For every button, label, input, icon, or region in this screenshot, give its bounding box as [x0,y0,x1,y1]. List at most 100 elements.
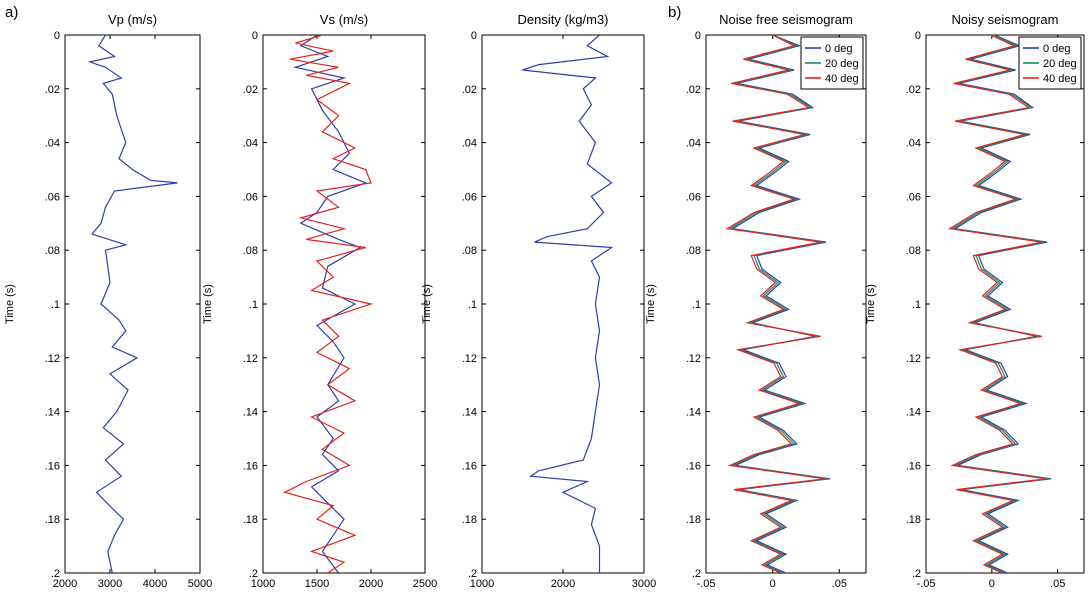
y-axis-label: Time (s) [4,284,16,324]
y-tick-label: 0 [252,30,258,42]
series-line-40-deg [947,35,1046,573]
y-tick-label: .08 [462,245,477,257]
y-tick-label: .06 [243,191,258,203]
chart-2: Vs (m/s) Time (s) 0 .02 .04 .06 .08 .1 .12 .14 .16… [202,12,437,590]
x-tick-label: 2000 [551,578,575,590]
y-tick-label: .04 [906,138,921,150]
y-tick-label: .18 [45,514,60,526]
y-tick-label: .16 [686,460,701,472]
y-tick-label: .06 [462,191,477,203]
y-tick-label: .02 [45,84,60,96]
x-tick-label: 0 [989,578,995,590]
chart-1: Vp (m/s) Time (s) 0 .02 .04 .06 .08 .1 .12 .14 .16… [4,12,212,590]
y-tick-label: .16 [462,460,477,472]
series-line-40-deg [725,35,825,573]
y-tick-label: 0 [695,30,701,42]
y-tick-label: 0 [915,30,921,42]
series-line-red [282,35,374,573]
y-tick-label: .2 [51,568,60,580]
x-tick-label: .05 [832,578,847,590]
x-tick-label: 0 [770,578,776,590]
y-tick-label: .2 [692,568,701,580]
chart-title: Density (kg/m3) [517,12,608,27]
x-tick-label: 4000 [143,578,167,590]
y-tick-label: .04 [45,138,60,150]
series-line-blue [293,35,368,573]
legend-label: 0 deg [825,43,853,55]
chart-5: Noisy seismogram Time (s) 0 .02 .04 .06 .08 .1.… [865,12,1085,590]
x-tick-label: 3000 [98,578,122,590]
y-tick-label: .02 [906,84,921,96]
x-tick-label: 2000 [359,578,383,590]
y-tick-label: .2 [468,568,477,580]
x-tick-label: -.05 [697,578,716,590]
legend: 0 deg 20 deg 40 deg [800,36,864,90]
plots-container: Vp (m/s) Time (s) 0 .02 .04 .06 .08 .1 .12 .14 .16… [4,12,1085,590]
plot-frame [925,34,1085,574]
x-tick-label: 1000 [251,578,275,590]
x-tick-label: 5000 [188,578,212,590]
y-tick-label: .12 [906,353,921,365]
y-tick-label: .1 [51,299,60,311]
x-tick-label: .05 [1050,578,1065,590]
y-tick-label: .18 [686,514,701,526]
series-line-blue [522,35,614,573]
y-tick-label: .14 [686,407,701,419]
y-tick-label: .14 [906,407,921,419]
plot-frame [64,34,201,574]
panel-label-b: b) [668,4,681,21]
legend-label: 20 deg [825,58,859,70]
chart-title: Noisy seismogram [952,12,1059,27]
y-tick-label: .18 [906,514,921,526]
y-tick-label: .04 [462,138,477,150]
y-tick-label: .18 [243,514,258,526]
chart-3: Density (kg/m3) Time (s) 0 .02 .04 .06 .08 .1 .1… [421,12,656,590]
y-tick-label: .02 [462,84,477,96]
x-tick-label: 3000 [632,578,656,590]
chart-title: Vs (m/s) [320,12,368,27]
y-tick-label: 0 [471,30,477,42]
y-tick-label: .2 [249,568,258,580]
x-tick-label: 2000 [53,578,77,590]
y-tick-label: .12 [243,353,258,365]
series-line-blue [87,35,178,573]
y-tick-label: .1 [468,299,477,311]
y-tick-label: .08 [686,245,701,257]
y-tick-label: .14 [462,407,477,419]
legend-label: 40 deg [1043,73,1077,85]
y-tick-label: .12 [686,353,701,365]
y-tick-label: .16 [906,460,921,472]
x-tick-label: 2500 [413,578,437,590]
y-tick-label: .1 [249,299,258,311]
y-tick-label: .04 [686,138,701,150]
legend: 0 deg 20 deg 40 deg [1018,36,1082,90]
chart-4: Noise free seismogram Time (s) 0 .02 .04 .06.… [645,12,867,590]
y-axis-label: Time (s) [421,284,433,324]
y-tick-label: .08 [243,245,258,257]
y-tick-label: .06 [686,191,701,203]
y-tick-label: .14 [45,407,60,419]
y-tick-label: .08 [906,245,921,257]
legend-label: 20 deg [1043,58,1077,70]
y-axis-label: Time (s) [865,284,877,324]
y-tick-label: .06 [45,191,60,203]
y-tick-label: 0 [54,30,60,42]
y-tick-label: .12 [45,353,60,365]
plot-frame [705,34,867,574]
y-axis-label: Time (s) [645,284,657,324]
y-tick-label: .1 [912,299,921,311]
x-tick-label: 1500 [305,578,329,590]
x-tick-label: -.05 [917,578,936,590]
legend-label: 40 deg [825,73,859,85]
chart-title: Vp (m/s) [108,12,157,27]
y-tick-label: .1 [692,299,701,311]
y-tick-label: .16 [45,460,60,472]
plot-frame [262,34,426,574]
y-tick-label: .2 [912,568,921,580]
x-tick-label: 1000 [470,578,494,590]
y-tick-label: .18 [462,514,477,526]
y-tick-label: .02 [686,84,701,96]
y-axis-label: Time (s) [202,284,214,324]
y-tick-label: .12 [462,353,477,365]
